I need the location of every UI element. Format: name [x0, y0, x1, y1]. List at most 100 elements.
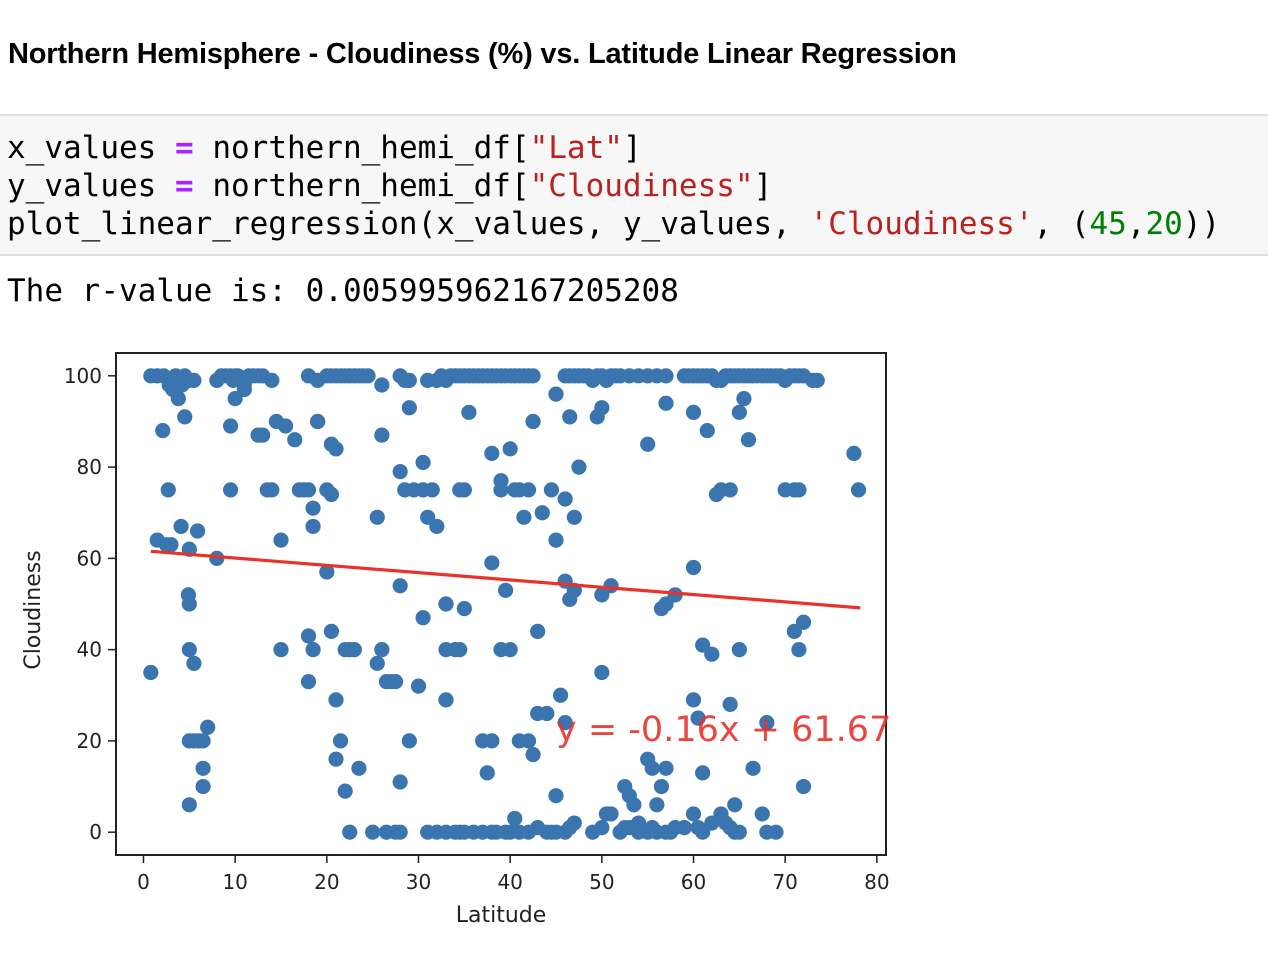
- data-point: [310, 413, 326, 430]
- x-tick-label: 30: [406, 870, 431, 894]
- data-point: [277, 418, 294, 434]
- data-point: [626, 797, 642, 813]
- data-point: [552, 687, 569, 703]
- data-point: [177, 409, 193, 425]
- data-point: [795, 614, 812, 630]
- data-point: [181, 596, 197, 612]
- data-point: [369, 655, 385, 671]
- data-point: [502, 441, 518, 457]
- data-point: [401, 733, 417, 749]
- x-tick-label: 60: [681, 870, 706, 894]
- data-point: [704, 815, 720, 831]
- data-point: [300, 628, 317, 644]
- data-point: [332, 733, 349, 749]
- data-point: [273, 532, 289, 548]
- data-point: [795, 778, 812, 795]
- data-point: [287, 432, 303, 448]
- data-point: [754, 806, 770, 822]
- data-point: [736, 391, 752, 407]
- y-tick-label: 0: [89, 820, 102, 844]
- data-point: [768, 824, 784, 840]
- regression-line: [150, 549, 861, 610]
- data-point: [658, 395, 674, 411]
- data-point: [484, 445, 500, 461]
- data-point: [502, 642, 518, 658]
- data-point: [497, 582, 514, 598]
- data-point: [603, 806, 619, 822]
- data-point: [740, 432, 757, 448]
- data-point: [685, 559, 702, 576]
- data-point: [195, 760, 211, 776]
- data-point: [594, 820, 610, 836]
- ticks-layer: 0 10 20 30 40 50 60 70 80 0 20 40 60 80 100: [64, 364, 890, 894]
- data-point: [415, 454, 431, 471]
- data-point: [640, 436, 656, 452]
- x-tick-label: 10: [222, 870, 247, 894]
- data-point: [337, 783, 353, 799]
- section-heading: Northern Hemisphere - Cloudiness (%) vs.…: [8, 38, 957, 70]
- data-point: [342, 824, 358, 840]
- data-point: [160, 482, 176, 498]
- data-point: [319, 564, 335, 580]
- data-point: [273, 642, 289, 658]
- data-point: [155, 422, 171, 439]
- data-point: [525, 413, 541, 430]
- cell-output-text: The r-value is: 0.005995962167205208: [7, 273, 679, 309]
- data-point: [594, 664, 610, 681]
- data-point: [745, 760, 761, 776]
- data-point: [328, 751, 344, 767]
- data-point: [484, 733, 500, 749]
- data-point: [300, 673, 317, 690]
- data-point: [548, 788, 564, 804]
- data-point: [534, 505, 550, 521]
- data-point: [264, 372, 280, 388]
- data-point: [424, 482, 440, 498]
- data-point: [323, 623, 340, 639]
- data-point: [566, 509, 582, 525]
- data-point: [181, 797, 197, 813]
- data-point: [392, 774, 408, 790]
- x-axis-label: Latitude: [456, 903, 547, 928]
- data-point: [704, 646, 720, 662]
- y-tick-label: 60: [77, 546, 102, 570]
- data-point: [530, 623, 546, 639]
- data-point: [328, 692, 344, 708]
- data-point: [438, 596, 454, 612]
- data-point: [305, 642, 321, 658]
- data-point: [690, 710, 706, 726]
- data-point: [392, 464, 408, 480]
- data-point: [548, 532, 564, 548]
- data-point: [305, 518, 321, 535]
- code-cell[interactable]: x_values = northern_hemi_df["Lat"] y_val…: [0, 114, 1268, 256]
- data-point: [520, 733, 537, 749]
- data-point: [731, 642, 747, 658]
- data-point: [143, 664, 159, 681]
- data-point: [493, 482, 509, 498]
- data-point: [658, 368, 674, 384]
- y-tick-label: 80: [77, 455, 102, 479]
- data-point: [699, 422, 715, 439]
- data-point: [850, 482, 867, 498]
- data-point: [222, 482, 239, 498]
- data-point: [846, 445, 862, 461]
- plot-frame: [115, 352, 887, 856]
- y-tick-label: 100: [64, 364, 102, 388]
- data-point: [461, 404, 477, 420]
- data-point: [571, 459, 587, 475]
- data-point: [456, 600, 472, 617]
- data-point: [181, 642, 197, 658]
- data-point: [507, 810, 523, 827]
- data-point: [548, 386, 564, 402]
- x-tick-label: 80: [864, 870, 889, 894]
- data-point: [415, 610, 431, 626]
- code-line-1: x_values = northern_hemi_df["Lat"]: [7, 130, 642, 166]
- data-point: [479, 765, 495, 781]
- data-point: [731, 824, 747, 840]
- data-point: [186, 655, 202, 671]
- data-point: [759, 715, 775, 731]
- x-tick-label: 40: [497, 870, 522, 894]
- data-point: [525, 368, 541, 384]
- data-point: [676, 820, 692, 836]
- data-point: [328, 441, 344, 457]
